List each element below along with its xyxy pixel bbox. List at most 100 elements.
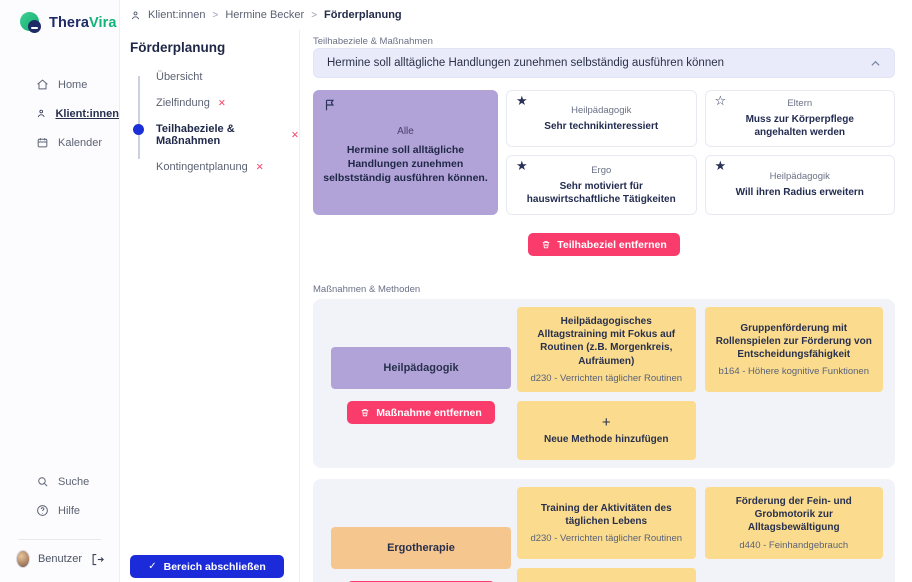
sidebar-item-clients[interactable]: Klient:innen bbox=[0, 99, 119, 128]
step-label: Übersicht bbox=[156, 71, 203, 83]
help-icon bbox=[37, 505, 48, 516]
star-outline-icon[interactable]: ☆ bbox=[714, 93, 727, 108]
note-text: Sehr motiviert für hauswirtschaftliche T… bbox=[526, 180, 676, 205]
goal-scope-label: Alle bbox=[397, 126, 414, 137]
home-icon bbox=[37, 79, 48, 90]
section-label: Teilhabeziele & Maßnahmen bbox=[313, 36, 433, 47]
measure-left-column: Heilpädagogik Maßnahme entfernen bbox=[325, 307, 517, 460]
brand-logo-icon bbox=[20, 12, 42, 34]
breadcrumb-current-page: Förderplanung bbox=[324, 9, 402, 21]
sidebar-item-label: Kalender bbox=[58, 136, 103, 149]
plus-icon: + bbox=[601, 414, 611, 432]
step-label: Kontingentplanung bbox=[156, 161, 248, 173]
add-method-card[interactable]: + Neue Methode hinzufügen bbox=[517, 400, 696, 460]
avatar bbox=[16, 550, 30, 568]
note-source: Eltern bbox=[787, 98, 813, 109]
primary-sidebar: TheraVira Home Klient:innen Kalender Suc… bbox=[0, 0, 120, 582]
breadcrumb-separator: > bbox=[311, 9, 318, 21]
person-icon bbox=[131, 11, 140, 19]
chevron-up-icon[interactable] bbox=[870, 59, 881, 68]
remove-measure-button[interactable]: Maßnahme entfernen bbox=[347, 580, 495, 582]
step-kontingentplanung[interactable]: Kontingentplanung ✕ bbox=[138, 161, 299, 173]
goal-cards-grid: Alle Hermine soll alltägliche Handlungen… bbox=[313, 90, 895, 215]
active-step-dot bbox=[133, 124, 144, 135]
sidebar-item-home[interactable]: Home bbox=[0, 70, 119, 99]
breadcrumb-client-name[interactable]: Hermine Becker bbox=[225, 9, 305, 21]
add-method-label: Neue Methode hinzufügen bbox=[544, 434, 669, 446]
note-source: Heilpädagogik bbox=[571, 104, 632, 116]
goal-header-text: Hermine soll alltägliche Handlungen zune… bbox=[327, 57, 725, 69]
step-zielfindung[interactable]: Zielfindung ✕ bbox=[138, 97, 299, 109]
note-card[interactable]: ★ Ergo Sehr motiviert für hauswirtschaft… bbox=[506, 155, 697, 215]
breadcrumb-clients[interactable]: Klient:innen bbox=[148, 9, 206, 21]
breadcrumb: Klient:innen > Hermine Becker > Förderpl… bbox=[120, 0, 912, 30]
plan-steps-panel: Förderplanung Übersicht Zielfindung ✕ Te… bbox=[120, 30, 300, 582]
remove-goal-label: Teilhabeziel entfernen bbox=[557, 238, 667, 251]
method-card[interactable]: Gruppenförderung mit Rollenspielen zur F… bbox=[704, 307, 883, 392]
logout-icon[interactable] bbox=[90, 552, 105, 567]
method-card[interactable]: Training der Aktivitäten des täglichen L… bbox=[517, 486, 696, 559]
sidebar-bottom: Suche Hilfe Benutzer bbox=[0, 467, 119, 582]
measure-block-heilpaedagogik: Heilpädagogik Maßnahme entfernen Heilpäd… bbox=[313, 299, 895, 468]
sidebar-item-help[interactable]: Hilfe bbox=[0, 496, 119, 525]
method-icf-code: d230 - Verrichten täglicher Routinen bbox=[530, 532, 683, 544]
sidebar-item-label: Suche bbox=[58, 475, 90, 488]
flag-icon bbox=[323, 98, 337, 112]
remove-step-icon[interactable]: ✕ bbox=[255, 161, 264, 173]
step-uebersicht[interactable]: Übersicht bbox=[138, 71, 299, 83]
remove-goal-button[interactable]: Teilhabeziel entfernen bbox=[528, 233, 680, 256]
methods-grid: Training der Aktivitäten des täglichen L… bbox=[517, 486, 883, 582]
note-card[interactable]: ★ Heilpädagogik Sehr technikinteressiert bbox=[506, 90, 697, 147]
complete-section-button[interactable]: ✓ Bereich abschließen bbox=[130, 555, 284, 578]
measure-block-ergotherapie: Ergotherapie Maßnahme entfernen Training… bbox=[313, 478, 895, 582]
sidebar-item-calendar[interactable]: Kalender bbox=[0, 128, 119, 157]
primary-nav: Home Klient:innen Kalender bbox=[0, 70, 119, 157]
note-source: Ergo bbox=[591, 164, 612, 176]
step-label: Teilhabeziele & Maßnahmen bbox=[156, 123, 235, 147]
sidebar-item-label: Home bbox=[58, 78, 88, 91]
note-card[interactable]: ★ Heilpädagogik Will ihren Radius erweit… bbox=[704, 155, 895, 215]
step-label: Zielfindung bbox=[156, 97, 210, 109]
note-card[interactable]: ☆ Eltern Muss zur Körperpflege angehalte… bbox=[704, 90, 895, 147]
trash-icon bbox=[361, 409, 369, 417]
method-card[interactable]: Heilpädagogisches Alltagstraining mit Fo… bbox=[517, 307, 696, 392]
user-menu[interactable]: Benutzer bbox=[0, 550, 119, 582]
method-card[interactable]: Förderung der Fein- und Grobmotorik zur … bbox=[704, 486, 883, 559]
remove-measure-label: Maßnahme entfernen bbox=[376, 406, 482, 419]
method-icf-code: b164 - Höhere kognitive Funktionen bbox=[718, 366, 869, 378]
star-filled-icon[interactable]: ★ bbox=[516, 158, 528, 173]
note-source: Heilpädagogik bbox=[769, 171, 830, 182]
check-icon: ✓ bbox=[148, 561, 157, 572]
complete-section-label: Bereich abschließen bbox=[163, 560, 266, 573]
trash-icon bbox=[542, 241, 550, 249]
star-filled-icon[interactable]: ★ bbox=[516, 93, 528, 108]
method-icf-code: d230 - Verrichten täglicher Routinen bbox=[530, 372, 683, 384]
main-content: Teilhabeziele & Maßnahmen Hermine soll a… bbox=[300, 30, 912, 582]
add-method-card[interactable]: + Neue Methode hinzufügen bbox=[517, 567, 696, 582]
brand-logo[interactable]: TheraVira bbox=[0, 0, 119, 34]
remove-step-icon[interactable]: ✕ bbox=[291, 129, 299, 141]
note-text: Sehr technikinteressiert bbox=[544, 120, 659, 132]
method-icf-code: d440 - Feinhandgebrauch bbox=[739, 539, 849, 551]
step-list: Übersicht Zielfindung ✕ Teilhabeziele & … bbox=[133, 71, 299, 173]
user-label: Benutzer bbox=[37, 553, 82, 565]
sidebar-item-search[interactable]: Suche bbox=[0, 467, 119, 496]
remove-measure-button[interactable]: Maßnahme entfernen bbox=[347, 401, 495, 424]
star-filled-icon[interactable]: ★ bbox=[714, 158, 727, 173]
method-title: Heilpädagogisches Alltagstraining mit Fo… bbox=[537, 316, 676, 367]
note-text: Muss zur Körperpflege angehalten werden bbox=[745, 114, 854, 138]
note-text: Will ihren Radius erweitern bbox=[735, 187, 864, 198]
measures-section-label: Maßnahmen & Methoden bbox=[313, 284, 421, 295]
method-title: Gruppenförderung mit Rollenspielen zur F… bbox=[715, 322, 872, 360]
remove-step-icon[interactable]: ✕ bbox=[217, 97, 226, 109]
sidebar-item-label: Klient:innen bbox=[55, 107, 119, 120]
person-icon bbox=[37, 109, 45, 118]
calendar-icon bbox=[37, 138, 48, 148]
goal-accordion-header[interactable]: Hermine soll alltägliche Handlungen zune… bbox=[313, 48, 895, 78]
goal-card-text: Hermine soll alltägliche Handlungen zune… bbox=[323, 144, 488, 185]
measure-type-box[interactable]: Ergotherapie bbox=[331, 526, 511, 569]
measure-type-box[interactable]: Heilpädagogik bbox=[331, 347, 511, 389]
step-teilhabeziele[interactable]: Teilhabeziele & Maßnahmen ✕ bbox=[133, 123, 299, 147]
method-title: Training der Aktivitäten des täglichen L… bbox=[540, 502, 672, 527]
